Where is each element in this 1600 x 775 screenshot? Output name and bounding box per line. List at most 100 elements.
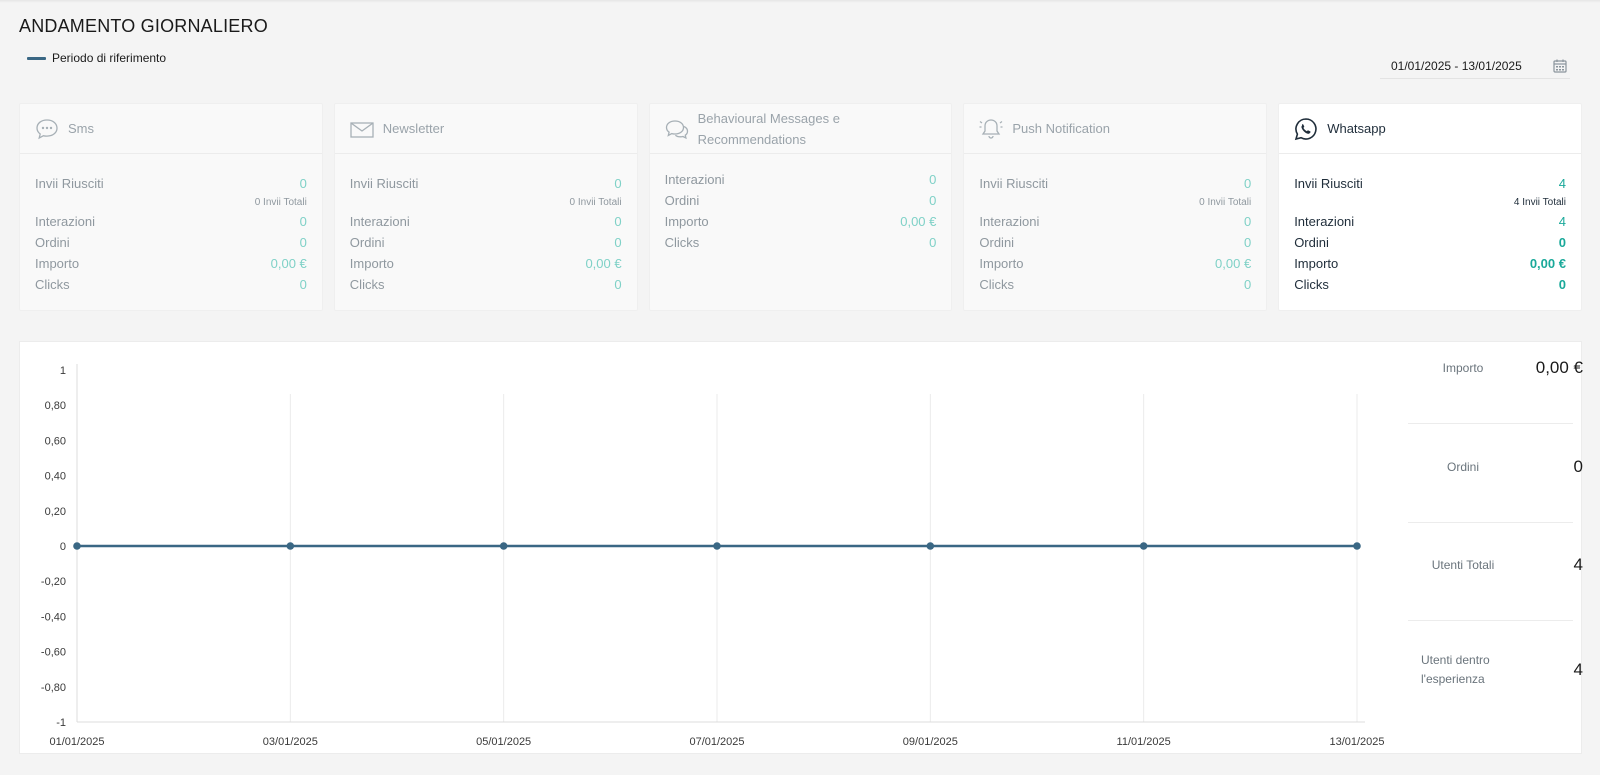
stat-value: 0,00 € — [1535, 358, 1583, 377]
metric-ordini: Ordini 0 — [35, 232, 307, 253]
metric-clicks: Clicks 0 — [35, 274, 307, 295]
card-body: Invii Riusciti 0 0 Invii Totali Interazio… — [335, 154, 637, 295]
card-header: Newsletter — [334, 104, 637, 154]
y-tick-label: 0,80 — [45, 400, 66, 412]
stat-utenti-totali: Utenti Totali 4 — [1408, 554, 1583, 576]
metric-value: 0 — [1243, 277, 1252, 292]
stat-divider — [1408, 522, 1573, 523]
metric-interazioni: Interazioni 0 — [979, 211, 1251, 232]
metric-label: Importo — [349, 256, 394, 271]
stat-value: 4 — [1573, 555, 1583, 574]
date-range-value: 01/01/2025 - 13/01/2025 — [1391, 58, 1522, 73]
metric-value: 0 — [929, 172, 937, 187]
card-push-notification[interactable]: Push Notification Invii Riusciti 0 0 Invi… — [963, 103, 1268, 311]
stat-utenti-esperienza: Utenti dentro l'esperienza 4 — [1408, 650, 1583, 690]
metric-label: Importo — [664, 214, 709, 229]
whatsapp-icon — [1295, 117, 1317, 140]
metric-value: 0 — [299, 235, 307, 250]
data-point — [713, 542, 721, 550]
card-title: Newsletter — [382, 121, 445, 136]
calendar-icon[interactable] — [1552, 58, 1568, 74]
metric-label: Interazioni — [664, 172, 725, 187]
y-tick-label: -1 — [56, 717, 66, 729]
stat-label: Utenti dentro l'esperienza — [1421, 653, 1490, 686]
metric-label: Invii Riusciti — [979, 176, 1049, 191]
metric-ordini: Ordini 0 — [1294, 232, 1566, 253]
metric-value: 0,00 € — [585, 256, 622, 271]
x-tick-label: 03/01/2025 — [263, 736, 318, 748]
card-title: Behavioural Messages e Recommendations — [697, 110, 840, 147]
metric-importo: Importo 0,00 € — [350, 253, 622, 274]
metric-value: 0,00 € — [1529, 256, 1566, 271]
y-tick-label: -0,40 — [41, 611, 66, 623]
metric-label: Importo — [1294, 256, 1339, 271]
data-point — [1353, 542, 1361, 550]
stat-importo: Importo 0,00 € — [1408, 357, 1583, 379]
top-shadow — [0, 0, 1600, 3]
metric-clicks: Clicks 0 — [979, 274, 1251, 295]
metric-ordini: Ordini 0 — [665, 190, 937, 211]
card-header: Push Notification — [964, 104, 1267, 154]
metric-value: 0 — [299, 176, 307, 191]
data-point — [926, 542, 935, 550]
summary-stats: Importo 0,00 € Ordini 0 Utenti Totali 4 … — [1408, 342, 1600, 755]
metric-label: Invii Riusciti — [1294, 176, 1363, 191]
metric-invii: Invii Riusciti 0 — [35, 173, 307, 194]
metric-importo: Importo 0,00 € — [665, 211, 937, 232]
card-header: Sms — [20, 104, 322, 154]
x-tick-label: 11/01/2025 — [1117, 736, 1171, 748]
x-tick-label: 01/01/2025 — [49, 736, 104, 748]
metric-value: 0 — [299, 214, 307, 229]
y-tick-label: 0,60 — [45, 435, 66, 447]
stat-label: Ordini — [1446, 459, 1479, 474]
metric-invii: Invii Riusciti 4 — [1294, 173, 1566, 194]
metric-interazioni: Interazioni 0 — [665, 169, 937, 190]
metric-label: Interazioni — [35, 214, 95, 229]
card-whatsapp[interactable]: Whatsapp Invii Riusciti 4 4 Invii Totali … — [1278, 103, 1582, 311]
metric-label: Invii Riusciti — [35, 176, 104, 191]
stat-divider — [1408, 423, 1573, 424]
metric-label: Clicks — [664, 235, 700, 250]
metric-label: Interazioni — [979, 214, 1040, 229]
stat-value: 0 — [1573, 457, 1583, 476]
metric-invii: Invii Riusciti 0 — [350, 173, 622, 194]
stat-divider — [1408, 620, 1573, 621]
x-tick-label: 13/01/2025 — [1329, 736, 1384, 748]
daily-trend-chart: 1 0,80 0,60 0,40 0,20 0 -0,20 -0,40 -0,60 -0,80 -1… — [41, 364, 1385, 748]
metric-value: 0 — [299, 277, 307, 292]
y-tick-label: 0 — [60, 541, 66, 553]
metric-value: 0 — [1243, 176, 1252, 191]
metric-label: Importo — [35, 256, 80, 271]
metric-value: 4 — [1558, 176, 1566, 191]
metric-label: Clicks — [1294, 277, 1329, 292]
card-newsletter[interactable]: Newsletter Invii Riusciti 0 0 Invii Total… — [333, 103, 638, 311]
chat-bubbles-icon — [665, 119, 688, 139]
daily-trend-panel: 1 0,80 0,60 0,40 0,20 0 -0,20 -0,40 -0,60 -0,80 -1… — [19, 341, 1583, 754]
metric-label: Ordini — [664, 193, 700, 208]
metric-label: Clicks — [979, 277, 1015, 292]
x-tick-label: 09/01/2025 — [903, 736, 958, 748]
metric-label: Interazioni — [1294, 214, 1355, 229]
legend-label: Periodo di riferimento — [52, 51, 167, 65]
y-tick-label: -0,20 — [41, 576, 66, 588]
card-body: Interazioni 0 Ordini 0 Importo 0,00 € Click… — [650, 154, 952, 253]
metric-value: 0,00 € — [900, 214, 937, 229]
card-title: Whatsapp — [1327, 121, 1386, 136]
card-behavioural[interactable]: Behavioural Messages e Recommendations I… — [648, 103, 953, 311]
metric-importo: Importo 0,00 € — [35, 253, 307, 274]
metric-clicks: Clicks 0 — [1294, 274, 1566, 295]
chart-legend: Periodo di riferimento — [27, 51, 166, 65]
metric-value: 0 — [1243, 235, 1252, 250]
card-body: Invii Riusciti 0 0 Invii Totali Interazio… — [20, 154, 322, 295]
data-point — [73, 542, 81, 550]
page-title: ANDAMENTO GIORNALIERO — [19, 16, 268, 36]
metric-invii: Invii Riusciti 0 — [979, 173, 1251, 194]
metric-value: 0 — [1558, 277, 1566, 292]
data-point — [499, 542, 508, 550]
metric-value: 0,00 € — [270, 256, 307, 271]
date-range-picker[interactable]: 01/01/2025 - 13/01/2025 — [1380, 53, 1570, 79]
card-sms[interactable]: Sms Invii Riusciti 0 0 Invii Totali Inter… — [19, 103, 323, 311]
data-point — [1139, 542, 1148, 550]
card-body: Invii Riusciti 0 0 Invii Totali Interazio… — [964, 154, 1266, 295]
metric-label: Ordini — [1294, 235, 1329, 250]
